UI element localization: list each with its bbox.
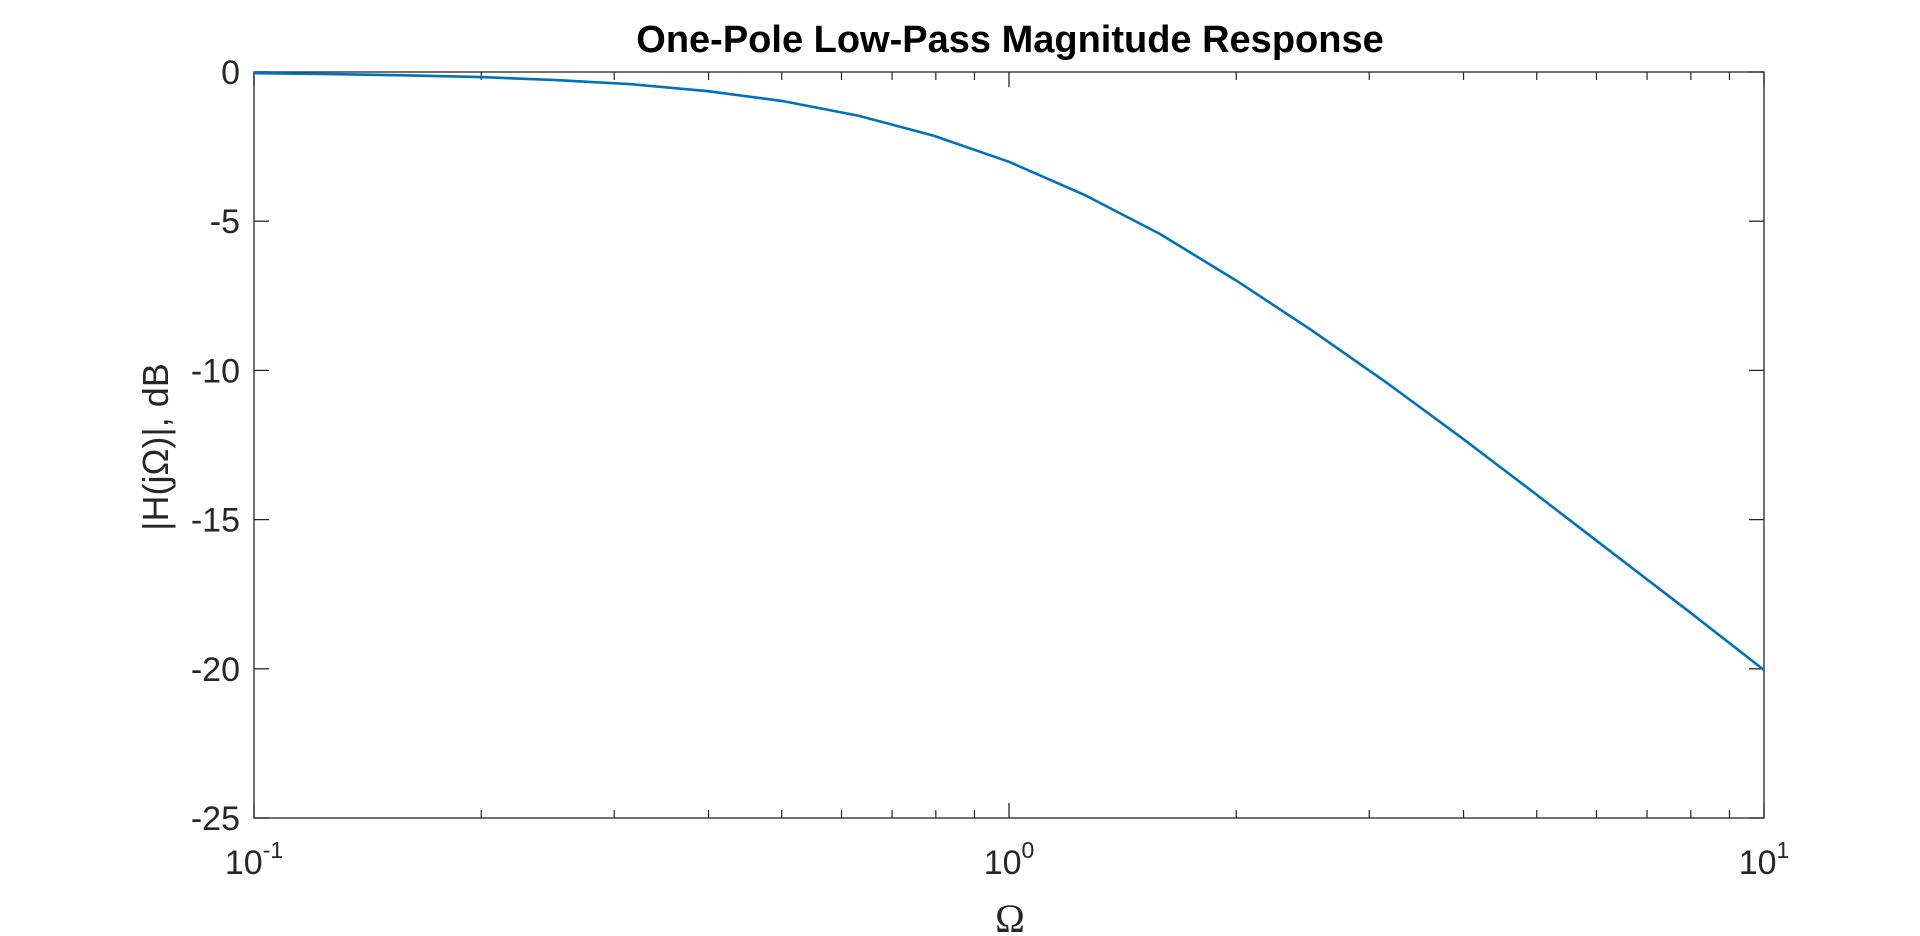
- x-tick-label: 100: [984, 837, 1035, 882]
- x-axis-label: Ω: [995, 896, 1025, 936]
- y-tick-label: -15: [191, 502, 240, 540]
- y-axis-label: |H(jΩ)|, dB: [135, 363, 176, 531]
- x-tick-exponent: -1: [263, 837, 283, 863]
- y-tick-label: 0: [221, 54, 240, 92]
- x-tick-base: 10: [1739, 844, 1777, 882]
- x-tick-label: 10-1: [225, 837, 283, 882]
- magnitude-response-line: [253, 71, 1765, 672]
- x-tick-exponent: 1: [1777, 837, 1790, 863]
- x-tick-base: 10: [225, 844, 263, 882]
- x-tick-exponent: 0: [1022, 837, 1035, 863]
- x-tick-base: 10: [984, 844, 1022, 882]
- y-tick-label: -25: [191, 800, 240, 838]
- y-tick-label: -5: [210, 203, 240, 241]
- x-tick-label: 101: [1739, 837, 1790, 882]
- chart-title: One-Pole Low-Pass Magnitude Response: [636, 19, 1383, 61]
- y-tick-label: -20: [191, 651, 240, 689]
- y-tick-label: -10: [191, 352, 240, 390]
